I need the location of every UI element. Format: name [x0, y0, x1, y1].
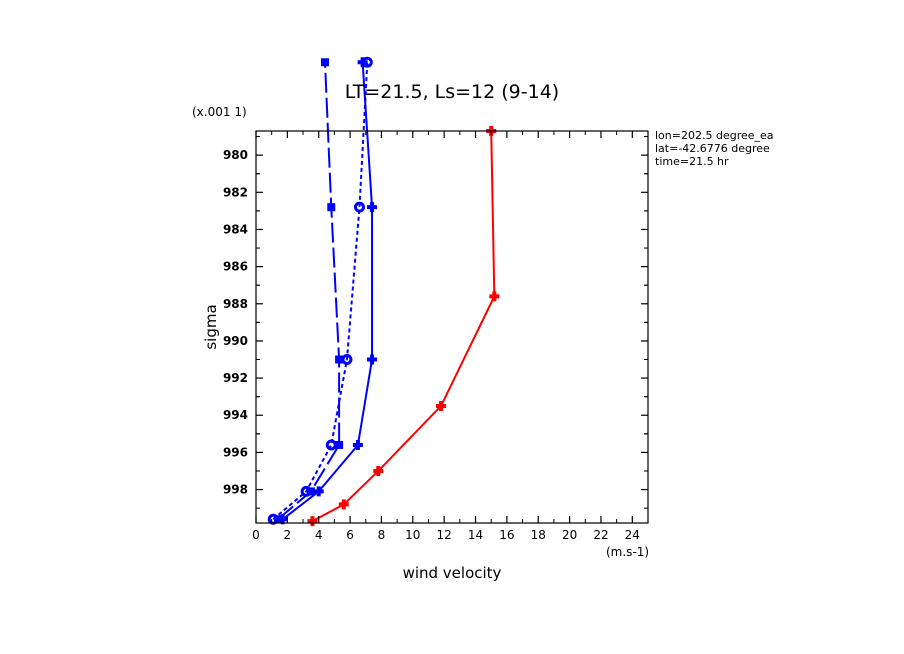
data-point: [325, 439, 337, 451]
data-point: [320, 58, 329, 67]
x-tick-label: 14: [468, 528, 483, 542]
x-tick-label: 20: [562, 528, 577, 542]
data-point: [338, 499, 349, 510]
data-point: [489, 291, 500, 302]
x-tick-label: 16: [499, 528, 514, 542]
y-tick-label: 998: [223, 483, 248, 497]
data-point: [436, 400, 447, 411]
series-layer: [267, 56, 500, 527]
y-tick-label: 988: [223, 297, 248, 311]
data-point: [353, 201, 365, 213]
series-line-0: [282, 62, 374, 521]
x-tick-label: 10: [405, 528, 420, 542]
y-axis: 980 982 984 986 988 990 992 994 996 998: [223, 136, 648, 509]
x-axis: 0 2 4 6 8 10 12 14 16 18 20 22 24: [252, 131, 649, 542]
y-scale-note: (x.001 1): [192, 105, 247, 119]
y-tick-label: 982: [223, 185, 248, 199]
data-point: [367, 354, 378, 365]
y-tick-label: 980: [223, 148, 248, 162]
info-time: time=21.5 hr: [655, 155, 729, 168]
x-tick-label: 6: [346, 528, 354, 542]
y-tick-label: 990: [223, 334, 248, 348]
data-point: [367, 202, 378, 213]
y-tick-label: 986: [223, 260, 248, 274]
data-point: [335, 355, 344, 364]
x-tick-label: 22: [593, 528, 608, 542]
x-tick-label: 8: [378, 528, 386, 542]
y-tick-label: 994: [223, 408, 248, 422]
y-tick-label: 984: [223, 222, 248, 236]
data-point: [373, 465, 384, 476]
info-lon: lon=202.5 degree_ea: [655, 129, 774, 142]
x-units: (m.s-1): [606, 545, 649, 559]
x-tick-label: 12: [437, 528, 452, 542]
chart-title: LT=21.5, Ls=12 (9-14): [345, 81, 559, 103]
x-tick-label: 18: [531, 528, 546, 542]
y-tick-label: 992: [223, 371, 248, 385]
data-point: [306, 487, 315, 496]
x-tick-label: 24: [625, 528, 640, 542]
data-point: [273, 515, 282, 524]
x-tick-label: 2: [284, 528, 292, 542]
x-tick-label: 4: [315, 528, 323, 542]
series-line-1: [272, 62, 369, 521]
plot-frame: [255, 130, 649, 524]
y-axis-label: sigma: [202, 304, 220, 349]
series-line-2: [277, 62, 341, 521]
data-point: [327, 203, 336, 212]
info-lat: lat=-42.6776 degree: [655, 142, 770, 155]
data-point: [352, 439, 363, 450]
y-tick-label: 996: [223, 445, 248, 459]
x-tick-label: 0: [252, 528, 260, 542]
series-line-3: [311, 130, 496, 523]
data-point: [307, 516, 318, 527]
data-point: [313, 486, 324, 497]
x-axis-label: wind velocity: [403, 564, 502, 582]
data-point: [335, 440, 344, 449]
data-point: [361, 56, 373, 68]
